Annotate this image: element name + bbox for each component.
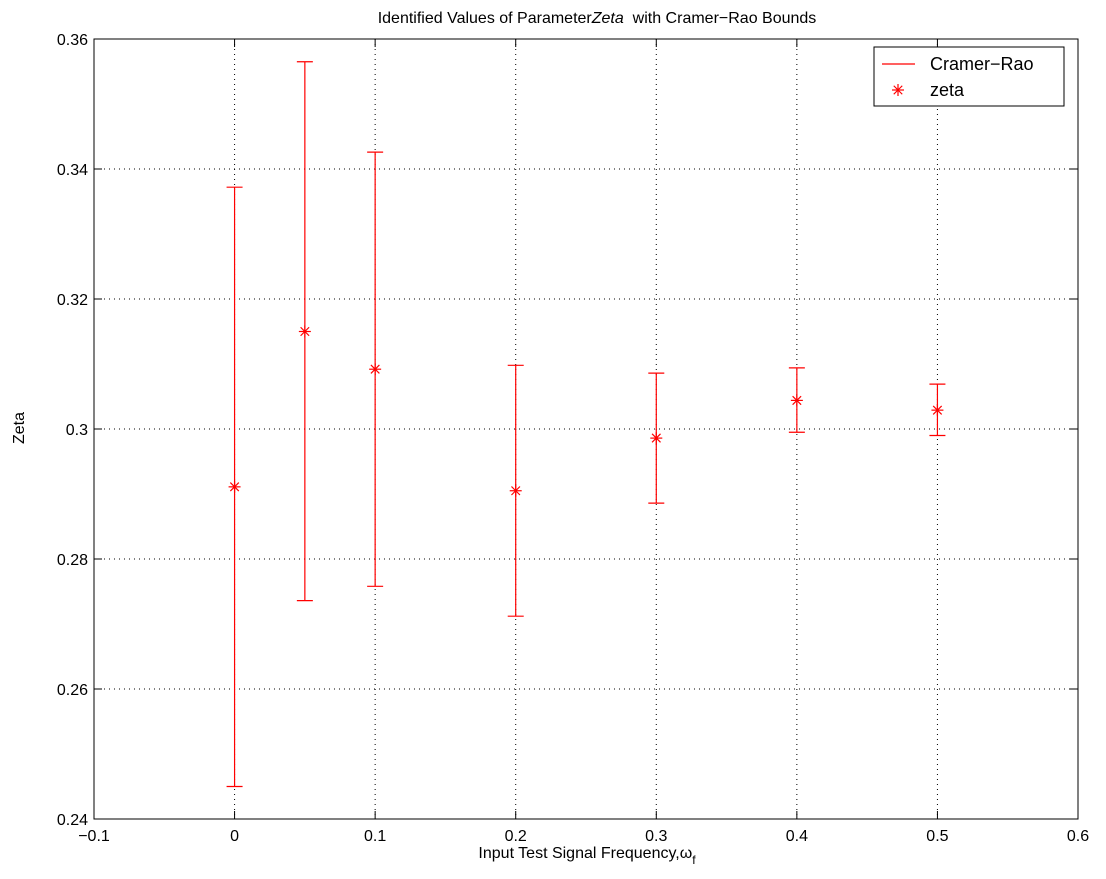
x-tick-label: 0.4 xyxy=(786,828,808,845)
y-tick-label: 0.28 xyxy=(57,552,88,569)
x-tick-label: 0.5 xyxy=(926,828,948,845)
legend-marker-asterisk xyxy=(892,84,904,96)
data-point-zeta xyxy=(228,480,241,493)
x-tick-label: 0.2 xyxy=(505,828,527,845)
legend-entry-cramer-rao: Cramer−Rao xyxy=(930,54,1034,74)
x-tick-label: −0.1 xyxy=(78,828,110,845)
x-axis-label-main: Input Test Signal Frequency,ω xyxy=(478,845,692,862)
asterisk-stroke xyxy=(932,405,943,415)
chart-title: Identified Values of ParameterZeta with … xyxy=(378,10,817,27)
data-point-zeta xyxy=(931,404,944,417)
data-point-zeta xyxy=(650,432,663,445)
y-tick-label: 0.24 xyxy=(57,812,88,829)
x-tick-label: 0 xyxy=(230,828,239,845)
legend-asterisk xyxy=(892,84,904,96)
x-tick-label: 0.6 xyxy=(1067,828,1089,845)
y-tick-label: 0.26 xyxy=(57,682,88,699)
y-axis-ticks: 0.24 0.26 0.28 0.3 0.32 0.34 0.36 xyxy=(57,32,1078,829)
y-tick-label: 0.32 xyxy=(57,292,88,309)
legend-entry-zeta: zeta xyxy=(930,80,965,100)
asterisk-stroke xyxy=(300,326,310,337)
chart-title-suffix: with Cramer−Rao Bounds xyxy=(624,10,817,27)
data-point-zeta xyxy=(509,484,522,497)
plot-area xyxy=(226,61,946,788)
data-point-zeta xyxy=(298,325,311,338)
chart-title-italic: Zeta xyxy=(591,10,624,27)
asterisk-stroke xyxy=(370,364,380,374)
asterisk-stroke xyxy=(792,395,802,406)
legend: Cramer−Rao zeta xyxy=(873,46,1065,107)
y-tick-label: 0.3 xyxy=(66,422,88,439)
asterisk-stroke xyxy=(651,433,661,443)
y-tick-label: 0.34 xyxy=(57,162,88,179)
x-axis-label: Input Test Signal Frequency,ωf xyxy=(478,845,696,867)
data-point-zeta xyxy=(790,394,803,407)
x-tick-label: 0.1 xyxy=(364,828,386,845)
x-axis-label-subscript: f xyxy=(692,853,696,867)
asterisk-stroke xyxy=(511,486,521,496)
x-tick-label: 0.3 xyxy=(645,828,667,845)
y-axis-label: Zeta xyxy=(11,412,28,444)
legend-box xyxy=(873,46,1065,107)
y-tick-label: 0.36 xyxy=(57,32,88,49)
chart-title-prefix: Identified Values of Parameter xyxy=(378,10,593,27)
x-axis-ticks: −0.1 0 0.1 0.2 0.3 0.4 0.5 0.6 xyxy=(78,39,1089,845)
data-point-zeta xyxy=(369,363,382,376)
asterisk-stroke xyxy=(229,482,240,492)
asterisk-stroke xyxy=(893,85,903,95)
